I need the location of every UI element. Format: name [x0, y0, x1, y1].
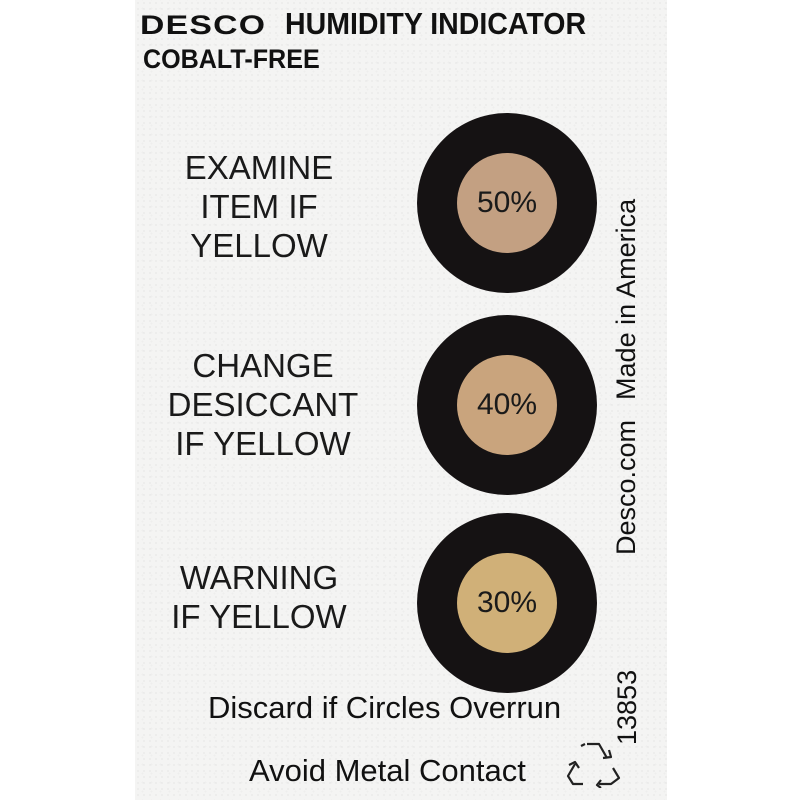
instruction-40: CHANGE DESICCANT IF YELLOW	[138, 346, 388, 463]
instruction-30: WARNING IF YELLOW	[134, 558, 384, 636]
card-title: HUMIDITY INDICATOR	[285, 6, 587, 41]
origin-text: Made in America	[611, 198, 641, 400]
instruction-line: DESICCANT	[167, 386, 359, 423]
instruction-line: YELLOW	[190, 227, 328, 264]
instruction-line: EXAMINE	[184, 149, 334, 186]
instruction-line: CHANGE	[192, 347, 334, 384]
card-subtitle: COBALT-FREE	[143, 44, 320, 74]
recycle-icon	[566, 742, 621, 788]
indicator-spot-30: 30%	[417, 513, 597, 693]
indicator-value: 30%	[476, 586, 538, 619]
brand-logo: DESCO	[140, 10, 267, 40]
indicator-center-30: 30%	[457, 553, 557, 653]
vertical-footer: Desco.com Made in America	[611, 199, 642, 555]
indicator-value: 40%	[476, 388, 538, 421]
part-number: 13853	[612, 669, 642, 745]
indicator-spot-50: 50%	[417, 113, 597, 293]
indicator-center-50: 50%	[457, 153, 557, 253]
indicator-center-40: 40%	[457, 355, 557, 455]
website-text: Desco.com	[611, 419, 641, 555]
instruction-line: WARNING	[179, 559, 339, 596]
instruction-line: IF YELLOW	[171, 598, 347, 635]
instruction-line: ITEM IF	[200, 188, 318, 225]
indicator-value: 50%	[476, 186, 538, 219]
instruction-50: EXAMINE ITEM IF YELLOW	[134, 148, 384, 265]
instruction-line: IF YELLOW	[175, 425, 351, 462]
avoid-note: Avoid Metal Contact	[249, 753, 526, 788]
discard-note: Discard if Circles Overrun	[208, 690, 562, 725]
indicator-spot-40: 40%	[417, 315, 597, 495]
